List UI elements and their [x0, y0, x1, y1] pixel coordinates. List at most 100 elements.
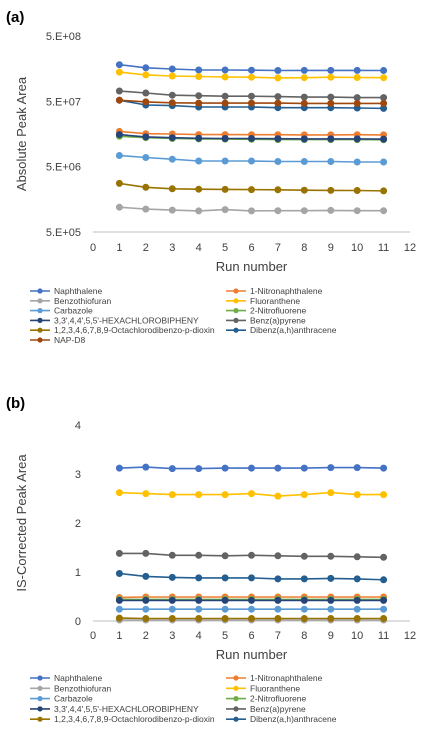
data-point	[380, 135, 388, 143]
x-tick-label: 6	[248, 630, 254, 642]
data-point	[380, 491, 388, 499]
data-point	[300, 135, 308, 143]
data-point	[274, 158, 282, 165]
data-point	[195, 99, 203, 107]
data-point	[168, 91, 176, 99]
data-point	[195, 574, 203, 582]
data-point	[221, 66, 229, 74]
x-tick-label: 0	[90, 242, 96, 254]
series-benz-a-pyrene	[115, 87, 388, 102]
data-point	[195, 551, 203, 559]
legend-swatch-marker	[37, 685, 43, 691]
data-point	[353, 99, 361, 107]
data-point	[300, 66, 308, 74]
legend-label: 1-Nitronaphthalene	[250, 673, 323, 683]
data-point	[353, 207, 361, 215]
legend-item-carbazole: Carbazole	[30, 306, 93, 316]
data-point	[327, 93, 335, 101]
legend-label: Naphthalene	[54, 673, 102, 683]
data-point	[142, 549, 150, 557]
data-point	[274, 575, 282, 583]
data-point	[248, 66, 255, 74]
data-point	[115, 61, 123, 69]
data-point	[115, 570, 123, 577]
data-point	[221, 92, 229, 100]
data-point	[115, 605, 123, 613]
y-tick-label: 2	[75, 518, 81, 530]
data-point	[115, 203, 123, 211]
data-point	[300, 207, 308, 215]
data-point	[115, 614, 123, 622]
data-point	[327, 186, 335, 194]
y-tick-label: 3	[75, 469, 81, 481]
data-point	[380, 158, 388, 166]
legend-swatch-marker	[233, 298, 239, 304]
legend-label: 3,3',4,4',5,5'-HEXACHLOROBIPHENY	[54, 704, 199, 714]
legend-item-benz-a-pyrene: Benz(a)pyrene	[226, 315, 306, 325]
legend-label: Benzothiofuran	[54, 683, 111, 693]
data-point	[248, 157, 255, 165]
data-point	[300, 596, 308, 604]
data-point	[327, 605, 335, 613]
data-point	[221, 574, 229, 582]
data-point	[353, 74, 361, 81]
data-point	[221, 491, 229, 499]
data-point	[274, 552, 282, 560]
data-point	[115, 68, 123, 76]
data-point	[115, 489, 123, 497]
data-point	[221, 552, 229, 560]
data-point	[142, 572, 150, 580]
x-tick-label: 7	[275, 242, 281, 254]
x-tick-label: 3	[169, 630, 175, 642]
legend-label: Carbazole	[54, 306, 93, 316]
legend-swatch-marker	[233, 706, 239, 712]
data-point	[115, 549, 123, 557]
data-point	[221, 99, 229, 107]
legend-label: 1,2,3,4,6,7,8,9-Octachlorodibenzo-p-diox…	[54, 325, 215, 335]
data-point	[380, 615, 388, 622]
data-point	[221, 605, 229, 613]
data-point	[380, 67, 388, 74]
data-point	[300, 74, 308, 82]
legend: Naphthalene 1-Nitronaphthalene Benzothiofu…	[30, 673, 337, 724]
data-point	[248, 605, 255, 613]
data-point	[168, 65, 176, 73]
data-point	[115, 131, 123, 139]
legend-swatch-marker	[233, 288, 239, 294]
legend-item-3-3-4-4-5-5-hexachlorobipheny: 3,3',4,4',5,5'-HEXACHLOROBIPHENY	[30, 704, 199, 714]
series-fluoranthene	[115, 489, 388, 500]
x-tick-label: 11	[378, 242, 389, 254]
legend-item-fluoranthene: Fluoranthene	[226, 296, 300, 306]
x-tick-label: 8	[301, 630, 307, 642]
data-point	[380, 207, 388, 215]
data-point	[142, 463, 150, 471]
data-point	[327, 99, 335, 107]
data-point	[300, 158, 308, 165]
data-point	[274, 186, 282, 194]
data-point	[380, 74, 388, 82]
legend-item-1-2-3-4-6-7-8-9-octachlorodibenzo-p-dioxin: 1,2,3,4,6,7,8,9-Octachlorodibenzo-p-diox…	[30, 325, 215, 335]
x-tick-label: 2	[143, 630, 149, 642]
data-point	[327, 615, 335, 622]
data-point	[195, 615, 203, 622]
series-1-2-3-4-6-7-8-9-octachlorodibenzo-p-dioxin	[115, 614, 388, 622]
data-point	[168, 185, 176, 193]
legend-label: NAP-D8	[54, 335, 85, 345]
data-point	[248, 92, 255, 100]
data-point	[168, 491, 176, 499]
series-naphthalene	[115, 61, 388, 74]
data-point	[353, 187, 361, 194]
legend-swatch-marker	[233, 327, 239, 333]
data-point	[274, 596, 282, 604]
data-point	[195, 73, 203, 80]
x-tick-label: 2	[143, 242, 149, 254]
legend-label: 3,3',4,4',5,5'-HEXACHLOROBIPHENY	[54, 315, 199, 325]
legend-swatch-marker	[233, 696, 239, 702]
legend-label: Benz(a)pyrene	[250, 704, 306, 714]
data-point	[195, 491, 203, 499]
legend-item-benzothiofuran: Benzothiofuran	[30, 296, 111, 306]
data-point	[353, 575, 361, 583]
data-point	[327, 552, 335, 560]
legend-swatch-marker	[233, 675, 239, 681]
